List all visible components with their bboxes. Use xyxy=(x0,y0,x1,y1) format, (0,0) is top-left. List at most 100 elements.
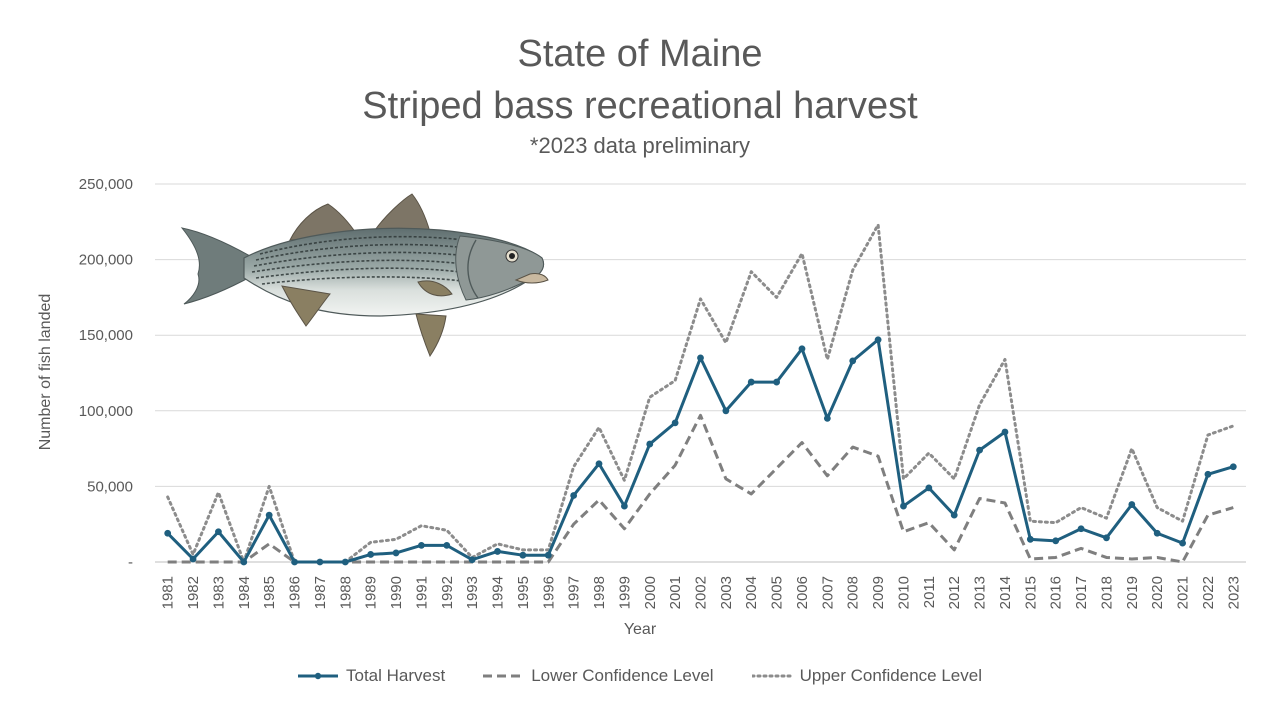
data-point xyxy=(392,549,400,557)
data-point xyxy=(747,378,755,386)
y-axis-label: Number of fish landed xyxy=(37,293,54,451)
series-line-total-harvest xyxy=(166,338,1234,564)
legend-label: Lower Confidence Level xyxy=(531,666,714,685)
data-point xyxy=(570,492,578,499)
data-point xyxy=(494,548,501,555)
data-point xyxy=(1077,525,1085,533)
x-tick-label: 1997 xyxy=(566,576,583,609)
data-point xyxy=(950,511,958,519)
data-point xyxy=(1128,501,1136,508)
x-tick-label: 2011 xyxy=(921,576,938,608)
x-tick-label: 1994 xyxy=(490,576,507,609)
legend-item-total-harvest: Total Harvest xyxy=(297,666,445,686)
x-tick-label: 2009 xyxy=(870,576,887,609)
data-point xyxy=(544,551,552,559)
striped-bass-icon xyxy=(180,193,549,358)
y-tick-label: 200,000 xyxy=(79,252,133,269)
x-tick-label: 1999 xyxy=(616,576,633,609)
data-point xyxy=(316,558,324,566)
chart-note: *2023 data preliminary xyxy=(529,133,751,158)
data-point xyxy=(874,336,882,344)
data-point xyxy=(341,558,349,566)
y-tick-label: 150,000 xyxy=(79,327,133,344)
data-point xyxy=(468,556,476,564)
x-tick-label: 1983 xyxy=(210,576,227,609)
data-point xyxy=(418,541,425,549)
data-point xyxy=(722,407,730,415)
data-point xyxy=(1204,470,1212,478)
x-tick-label: 1985 xyxy=(261,576,278,609)
data-point xyxy=(849,357,857,365)
x-tick-label: 1987 xyxy=(312,576,329,609)
chart-title: State of Maine xyxy=(517,33,763,75)
data-point xyxy=(620,502,628,510)
data-point xyxy=(1179,539,1186,547)
x-tick-label: 2020 xyxy=(1149,576,1166,609)
x-tick-label: 1986 xyxy=(287,576,304,609)
legend-item-lower-confidence: Lower Confidence Level xyxy=(483,666,714,686)
y-tick-label: 250,000 xyxy=(79,176,133,193)
legend-label: Upper Confidence Level xyxy=(799,666,982,685)
data-point xyxy=(646,440,654,448)
x-tick-label: 1998 xyxy=(591,576,608,609)
x-tick-label: 1990 xyxy=(388,576,405,609)
data-point xyxy=(823,414,831,422)
y-axis-ticks: - 50,000 100,000 150,000 200,000 250,000 xyxy=(79,176,133,571)
data-point xyxy=(1026,535,1034,543)
series-group xyxy=(164,223,1237,566)
x-tick-label: 1989 xyxy=(363,576,380,609)
x-tick-label: 1992 xyxy=(439,576,456,609)
y-tick-label: 100,000 xyxy=(79,403,133,420)
y-tick-label: 50,000 xyxy=(87,478,133,495)
data-point xyxy=(798,345,806,353)
x-tick-label: 2003 xyxy=(718,576,735,609)
y-tick-label: - xyxy=(128,554,133,571)
x-tick-label: 2006 xyxy=(794,576,811,609)
chart-subtitle: Striped bass recreational harvest xyxy=(362,85,918,127)
data-point xyxy=(925,484,933,492)
x-tick-label: 2002 xyxy=(693,576,710,609)
legend-swatch-lower-confidence xyxy=(483,674,524,678)
x-tick-label: 2015 xyxy=(1022,576,1039,609)
data-point xyxy=(189,555,197,563)
x-tick-label: 2019 xyxy=(1124,576,1141,609)
x-tick-label: 1995 xyxy=(515,576,532,609)
x-tick-label: 1991 xyxy=(413,576,430,609)
data-point xyxy=(671,419,679,427)
x-tick-label: 2008 xyxy=(845,576,862,609)
data-point xyxy=(367,551,375,558)
x-tick-label: 2016 xyxy=(1048,576,1065,609)
gridlines xyxy=(155,183,1246,487)
data-point xyxy=(164,529,172,537)
x-tick-label: 2004 xyxy=(743,576,760,609)
data-point xyxy=(900,502,907,510)
data-point xyxy=(265,511,273,519)
x-tick-label: 2021 xyxy=(1175,576,1192,609)
x-tick-label: 1988 xyxy=(337,576,354,609)
data-point xyxy=(1052,537,1060,545)
x-tick-label: 2007 xyxy=(819,576,836,609)
data-point xyxy=(291,558,298,566)
data-point xyxy=(1229,463,1237,471)
x-tick-label: 2013 xyxy=(972,576,989,609)
x-axis-label: Year xyxy=(623,621,657,638)
data-point xyxy=(215,528,222,536)
x-tick-label: 1993 xyxy=(464,576,481,609)
data-point xyxy=(976,446,983,454)
x-tick-label: 2005 xyxy=(769,576,786,609)
x-tick-label: 2014 xyxy=(997,576,1014,609)
data-point xyxy=(519,551,527,559)
x-tick-label: 2023 xyxy=(1225,576,1242,609)
x-tick-label: 1984 xyxy=(236,576,253,609)
x-tick-label: 1982 xyxy=(185,576,202,609)
data-point xyxy=(1103,534,1110,542)
x-tick-label: 1981 xyxy=(160,576,177,609)
x-tick-label: 2018 xyxy=(1098,576,1115,609)
data-point xyxy=(595,460,603,468)
data-point xyxy=(1153,529,1161,537)
x-axis-ticks: 1981 1982 1983 1984 1985 1986 1987 1988 1989 1990… xyxy=(160,576,1243,609)
x-tick-label: 2000 xyxy=(642,576,659,609)
legend-swatch-total-harvest xyxy=(297,672,338,680)
x-tick-label: 2012 xyxy=(946,576,963,609)
